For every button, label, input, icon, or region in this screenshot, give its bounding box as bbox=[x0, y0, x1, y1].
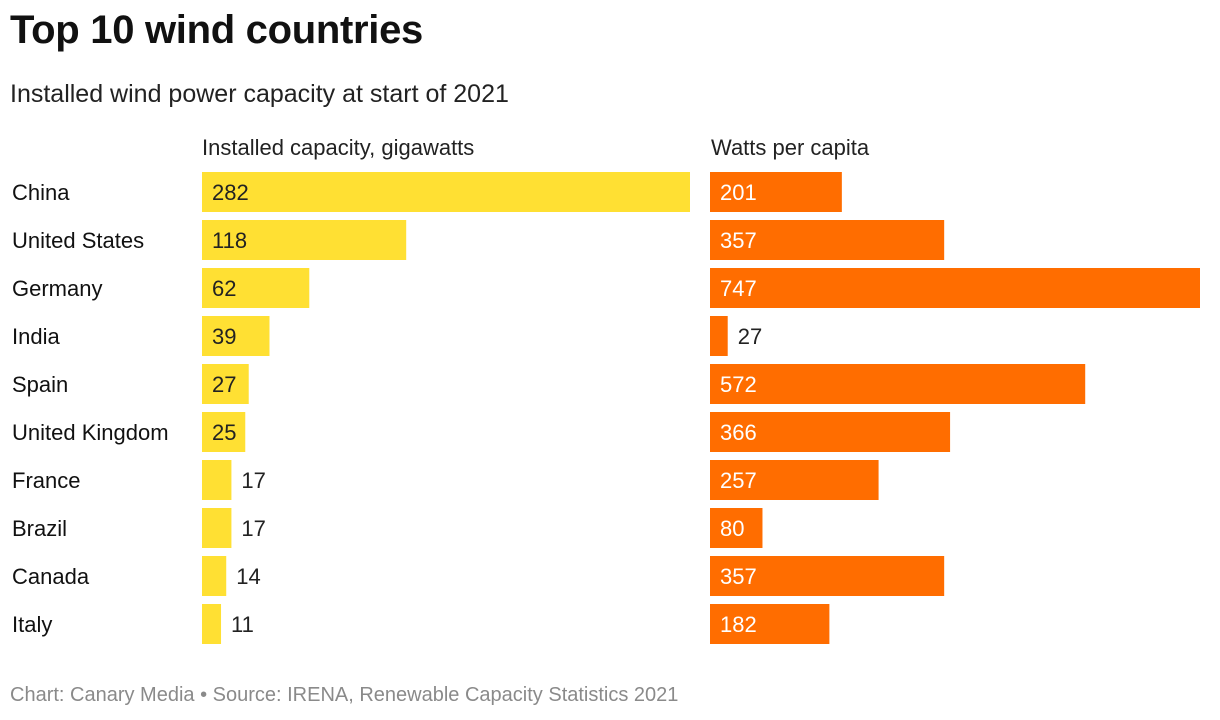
per-capita-bar-china bbox=[710, 172, 842, 212]
country-label-france: France bbox=[12, 468, 80, 493]
capacity-value-china: 282 bbox=[212, 180, 249, 205]
chart-title: Top 10 wind countries bbox=[10, 8, 423, 52]
per-capita-bar-brazil bbox=[710, 508, 763, 548]
chart-source-footer: Chart: Canary Media • Source: IRENA, Ren… bbox=[10, 684, 679, 706]
per-capita-value-germany: 747 bbox=[720, 276, 757, 301]
per-capita-value-united-states: 357 bbox=[720, 228, 757, 253]
per-capita-bar-spain bbox=[710, 364, 1086, 404]
country-label-germany: Germany bbox=[12, 276, 102, 301]
per-capita-bar-france bbox=[710, 460, 879, 500]
country-label-canada: Canada bbox=[12, 564, 90, 589]
per-capita-bar-united-kingdom bbox=[710, 412, 951, 452]
capacity-bar-brazil bbox=[202, 508, 232, 548]
per-capita-bar-germany bbox=[710, 268, 1200, 308]
per-capita-value-france: 257 bbox=[720, 468, 757, 493]
capacity-value-united-kingdom: 25 bbox=[212, 420, 236, 445]
country-label-spain: Spain bbox=[12, 372, 68, 397]
country-label-brazil: Brazil bbox=[12, 516, 67, 541]
per-capita-value-india: 27 bbox=[738, 324, 762, 349]
capacity-bar-united-kingdom bbox=[202, 412, 246, 452]
per-capita-value-spain: 572 bbox=[720, 372, 757, 397]
capacity-value-france: 17 bbox=[241, 468, 265, 493]
country-label-united-states: United States bbox=[12, 228, 144, 253]
country-label-india: India bbox=[12, 324, 60, 349]
per-capita-value-united-kingdom: 366 bbox=[720, 420, 757, 445]
per-capita-bar-italy bbox=[710, 604, 830, 644]
per-capita-column-header: Watts per capita bbox=[711, 135, 870, 160]
capacity-value-italy: 11 bbox=[231, 612, 254, 637]
country-label-china: China bbox=[12, 180, 70, 205]
capacity-bar-germany bbox=[202, 268, 310, 308]
capacity-value-germany: 62 bbox=[212, 276, 236, 301]
capacity-value-united-states: 118 bbox=[212, 228, 247, 253]
per-capita-bar-united-states bbox=[710, 220, 945, 260]
per-capita-value-italy: 182 bbox=[720, 612, 757, 637]
country-label-united-kingdom: United Kingdom bbox=[12, 420, 169, 445]
country-label-italy: Italy bbox=[12, 612, 52, 637]
capacity-value-spain: 27 bbox=[212, 372, 236, 397]
per-capita-value-brazil: 80 bbox=[720, 516, 744, 541]
capacity-bar-china bbox=[202, 172, 690, 212]
capacity-value-india: 39 bbox=[212, 324, 236, 349]
per-capita-bar-canada bbox=[710, 556, 945, 596]
per-capita-value-china: 201 bbox=[720, 180, 757, 205]
capacity-value-canada: 14 bbox=[236, 564, 260, 589]
capacity-bar-france bbox=[202, 460, 232, 500]
capacity-column-header: Installed capacity, gigawatts bbox=[202, 135, 475, 160]
capacity-bar-canada bbox=[202, 556, 227, 596]
per-capita-bar-india bbox=[710, 316, 728, 356]
capacity-bar-india bbox=[202, 316, 270, 356]
capacity-bar-spain bbox=[202, 364, 249, 404]
capacity-value-brazil: 17 bbox=[241, 516, 265, 541]
capacity-bar-italy bbox=[202, 604, 222, 644]
per-capita-value-canada: 357 bbox=[720, 564, 757, 589]
chart-subtitle: Installed wind power capacity at start o… bbox=[10, 80, 509, 108]
capacity-bar-united-states bbox=[202, 220, 407, 260]
